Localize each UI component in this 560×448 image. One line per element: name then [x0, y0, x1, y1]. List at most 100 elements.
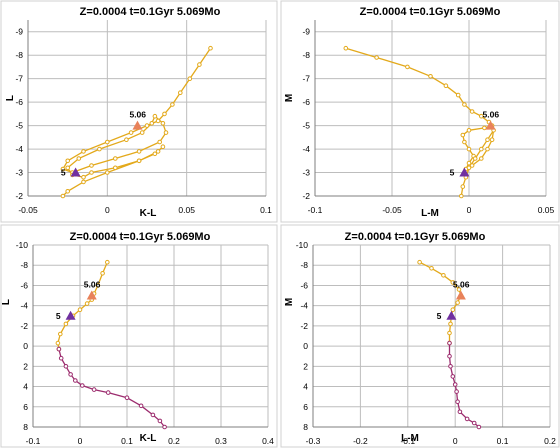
data-point — [91, 387, 97, 392]
plot-area: -2 -3 -4 -5 -6 -7 -8 -9 -0.1 -0.05 0 0.05 5.06 5 — [302, 20, 555, 215]
data-point — [73, 378, 78, 383]
panel-frame — [0, 0, 278, 223]
chart-panel-3: -10 -8 -6 -4 -2 0 2 4 6 8 -0.1 0 0.1 0.2 0.3 0.4 5.06 5 Z… — [0, 224, 278, 448]
data-point — [55, 340, 61, 346]
data-point — [65, 158, 70, 164]
data-point — [81, 149, 86, 154]
data-point — [187, 76, 193, 81]
data-point — [160, 144, 166, 149]
data-point — [466, 128, 472, 133]
y-tick-label: 0 — [303, 341, 308, 351]
data-point — [157, 418, 163, 424]
annotation-label: 5.06 — [129, 110, 146, 120]
data-point — [472, 156, 478, 161]
y-tick-label: 6 — [23, 402, 28, 412]
plot-area: -2 -3 -4 -5 -6 -7 -8 -9 -0.05 0 0.05 0.1 5.06 5 — [15, 20, 272, 215]
y-tick-label: -4 — [15, 144, 23, 154]
x-tick-label: 0.4 — [262, 436, 274, 446]
y-tick-label: 2 — [303, 361, 308, 371]
x-tick-label: 0.2 — [168, 436, 180, 446]
y-tick-label: -5 — [302, 121, 310, 131]
data-point — [63, 364, 69, 369]
data-point — [155, 118, 161, 124]
data-point — [150, 412, 156, 418]
y-tick-label: 8 — [303, 422, 308, 432]
y-tick-label: -2 — [300, 321, 308, 331]
y-tick-label: -5 — [15, 121, 23, 131]
data-point — [136, 158, 142, 164]
y-tick-label: -2 — [20, 321, 28, 331]
x-tick-label: -0.3 — [306, 436, 321, 446]
data-point — [447, 340, 452, 346]
data-point — [429, 266, 434, 271]
x-tick-label: 0 — [467, 205, 472, 215]
data-point — [485, 146, 490, 152]
chart-title: Z=0.0004 t=0.1Gyr 5.069Mo — [345, 231, 486, 243]
x-tick-label: 0 — [78, 436, 83, 446]
panel-frame — [280, 0, 560, 223]
data-point — [466, 146, 472, 152]
annotation-label: 5 — [450, 168, 455, 178]
annotation-marker — [70, 167, 81, 177]
x-tick-label: -0.05 — [382, 205, 402, 215]
data-point — [149, 121, 155, 126]
annotation-label: 5.06 — [483, 110, 500, 120]
data-point — [452, 382, 458, 387]
y-axis-label: M — [284, 94, 295, 102]
data-point — [405, 64, 410, 70]
annotation-label: 5 — [56, 311, 61, 321]
annotation-label: 5 — [61, 168, 66, 178]
data-point — [479, 113, 484, 119]
y-axis-label: M — [284, 298, 295, 306]
chart-title: Z=0.0004 t=0.1Gyr 5.069Mo — [360, 6, 501, 18]
y-tick-label: -8 — [20, 260, 28, 270]
data-point — [162, 424, 167, 430]
y-axis-label: L — [5, 95, 16, 101]
data-point — [374, 55, 379, 60]
annotation-label: 5.06 — [84, 280, 101, 290]
annotation-marker — [459, 167, 470, 177]
y-tick-label: -6 — [20, 280, 28, 290]
data-point — [443, 83, 449, 88]
data-point — [471, 420, 477, 426]
data-point — [113, 165, 118, 171]
data-point — [136, 149, 142, 154]
data-point — [68, 372, 73, 377]
data-point — [138, 403, 144, 409]
data-point — [144, 123, 150, 128]
data-point — [89, 170, 94, 175]
y-tick-label: -10 — [16, 240, 29, 250]
y-tick-label: -6 — [302, 97, 310, 107]
plot-area: -10 -8 -6 -4 -2 0 2 4 6 8 -0.1 0 0.1 0.2 0.3 0.4 5.06 5 — [16, 240, 274, 446]
data-point — [460, 184, 466, 189]
data-point — [459, 193, 464, 199]
data-point — [63, 321, 69, 327]
data-point — [95, 283, 101, 288]
y-tick-label: 4 — [303, 382, 308, 392]
data-point — [469, 163, 475, 168]
data-point — [80, 383, 85, 388]
data-point — [479, 156, 484, 161]
data-point — [170, 102, 175, 107]
data-point — [460, 132, 466, 138]
y-tick-label: -4 — [300, 301, 308, 311]
chart-panel-2: -2 -3 -4 -5 -6 -7 -8 -9 -0.1 -0.05 0 0.05 5.06 5 Z=0.… — [280, 0, 560, 223]
data-point — [152, 113, 158, 119]
x-tick-label: 0.1 — [260, 205, 272, 215]
data-point — [105, 259, 110, 265]
data-point — [81, 179, 86, 185]
x-tick-label: 0 — [105, 205, 110, 215]
y-tick-label: -4 — [302, 144, 310, 154]
data-point — [100, 271, 105, 276]
data-point — [428, 74, 433, 79]
data-point — [77, 307, 83, 313]
data-point — [76, 156, 82, 161]
data-point — [128, 130, 134, 135]
x-tick-label: -0.2 — [353, 436, 368, 446]
x-tick-label: 0.1 — [497, 436, 509, 446]
y-tick-label: -10 — [296, 240, 309, 250]
x-tick-label: -0.1 — [308, 205, 323, 215]
data-point — [450, 280, 456, 285]
data-point — [58, 331, 63, 337]
